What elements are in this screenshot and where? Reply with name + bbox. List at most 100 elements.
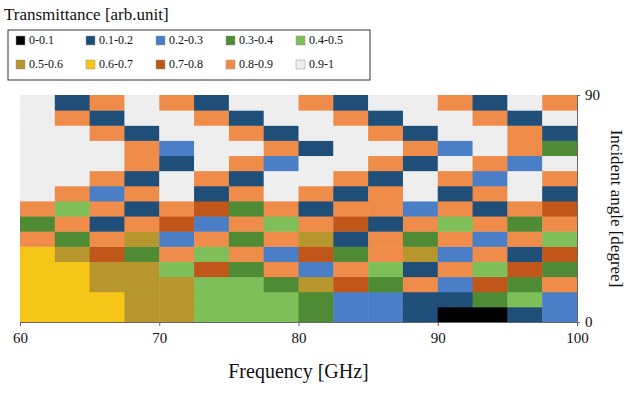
cell bbox=[542, 201, 577, 217]
cell bbox=[368, 277, 403, 293]
cell bbox=[542, 110, 577, 126]
cell bbox=[90, 307, 125, 322]
x-tick-label: 80 bbox=[292, 330, 307, 346]
cell bbox=[194, 95, 229, 111]
cell bbox=[473, 246, 508, 262]
cell bbox=[90, 95, 125, 111]
cell bbox=[368, 95, 403, 111]
cell bbox=[438, 216, 473, 232]
cell bbox=[438, 201, 473, 217]
y-axis-line bbox=[578, 96, 581, 323]
cell bbox=[229, 292, 264, 308]
cell bbox=[333, 95, 368, 111]
cell bbox=[542, 125, 577, 141]
cell bbox=[473, 140, 508, 156]
cell bbox=[124, 277, 159, 293]
cell bbox=[55, 277, 90, 293]
cell bbox=[507, 186, 542, 202]
cell bbox=[55, 186, 90, 202]
legend-swatch bbox=[16, 36, 25, 45]
cell bbox=[299, 231, 334, 247]
cell bbox=[403, 261, 438, 277]
cell bbox=[194, 261, 229, 277]
cell bbox=[90, 246, 125, 262]
cell bbox=[90, 201, 125, 217]
cell bbox=[194, 246, 229, 262]
legend-label: 0.7-0.8 bbox=[169, 57, 203, 71]
cell bbox=[507, 292, 542, 308]
cell bbox=[507, 261, 542, 277]
legend-swatch bbox=[296, 60, 305, 69]
cell bbox=[55, 171, 90, 187]
cell bbox=[299, 246, 334, 262]
cell bbox=[124, 292, 159, 308]
cell bbox=[333, 246, 368, 262]
cell bbox=[542, 231, 577, 247]
cell bbox=[368, 140, 403, 156]
cell bbox=[124, 171, 159, 187]
cell bbox=[20, 307, 55, 322]
cell bbox=[194, 216, 229, 232]
cell bbox=[333, 186, 368, 202]
legend-label: 0.9-1 bbox=[309, 57, 334, 71]
cell bbox=[333, 261, 368, 277]
cell bbox=[438, 125, 473, 141]
cell bbox=[264, 246, 299, 262]
cell bbox=[473, 201, 508, 217]
cell bbox=[507, 95, 542, 111]
x-tick: 80 bbox=[292, 322, 307, 346]
legend-label: 0-0.1 bbox=[29, 33, 54, 47]
cell bbox=[20, 171, 55, 187]
cell bbox=[229, 231, 264, 247]
cell bbox=[55, 246, 90, 262]
cell bbox=[90, 171, 125, 187]
cell bbox=[403, 95, 438, 111]
cell bbox=[229, 246, 264, 262]
legend-label: 0.6-0.7 bbox=[99, 57, 133, 71]
cell bbox=[90, 261, 125, 277]
cell bbox=[299, 95, 334, 111]
cell bbox=[55, 140, 90, 156]
x-axis-title: Frequency [GHz] bbox=[228, 360, 369, 383]
x-tick: 70 bbox=[152, 322, 167, 346]
cell bbox=[403, 171, 438, 187]
cell bbox=[333, 307, 368, 322]
cell bbox=[403, 231, 438, 247]
cell bbox=[542, 246, 577, 262]
cell bbox=[403, 246, 438, 262]
cell bbox=[473, 231, 508, 247]
cell bbox=[473, 261, 508, 277]
x-tick-label: 60 bbox=[13, 330, 28, 346]
x-tick-mark bbox=[299, 322, 300, 326]
x-axis: 60708090100 bbox=[13, 322, 589, 346]
cell bbox=[229, 307, 264, 322]
cell bbox=[473, 186, 508, 202]
cell bbox=[368, 246, 403, 262]
cell bbox=[299, 156, 334, 172]
cell bbox=[229, 277, 264, 293]
cell bbox=[264, 95, 299, 111]
cell bbox=[194, 125, 229, 141]
x-axis-line bbox=[21, 323, 578, 327]
cell bbox=[403, 140, 438, 156]
cell bbox=[264, 110, 299, 126]
cell bbox=[368, 171, 403, 187]
cell bbox=[299, 292, 334, 308]
cell bbox=[507, 216, 542, 232]
cell bbox=[159, 186, 194, 202]
cell bbox=[299, 186, 334, 202]
cell bbox=[299, 216, 334, 232]
cell bbox=[264, 201, 299, 217]
cell bbox=[368, 307, 403, 322]
cells bbox=[20, 95, 577, 322]
cell bbox=[542, 261, 577, 277]
cell bbox=[159, 261, 194, 277]
cell bbox=[20, 125, 55, 141]
cell bbox=[438, 140, 473, 156]
x-tick-label: 90 bbox=[431, 330, 446, 346]
cell bbox=[403, 125, 438, 141]
cell bbox=[438, 156, 473, 172]
legend-label: 0.4-0.5 bbox=[309, 33, 343, 47]
cell bbox=[542, 277, 577, 293]
cell bbox=[124, 201, 159, 217]
